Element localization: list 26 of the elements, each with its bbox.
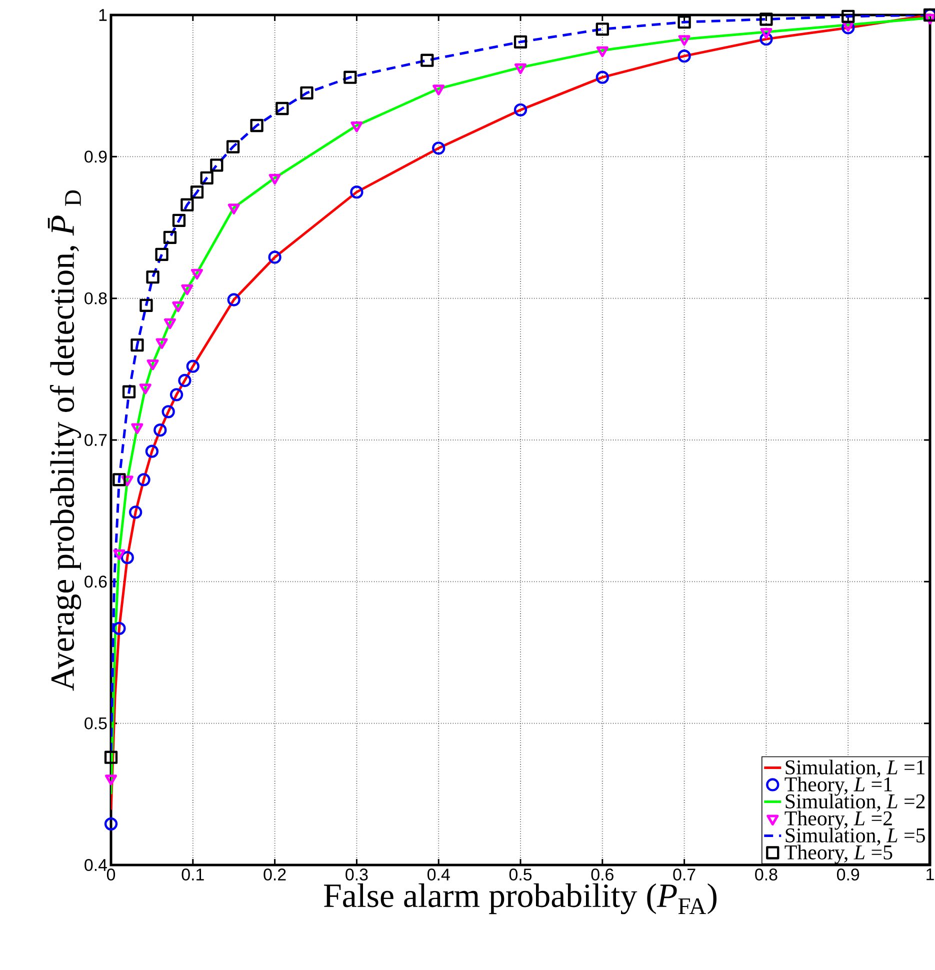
x-tick-label: 1 [926,868,934,880]
x-tick-label: 0.4 [427,868,450,881]
x-axis-title: False alarm probability (P$_{FA}$) [324,883,716,914]
y-tick-label: 0.7 [84,434,107,446]
y-axis-title: Average probability of detection, P̄$_{D}$ [48,190,82,691]
y-tick-label: 0.9 [84,150,107,163]
x-tick-label: 0.9 [836,868,860,881]
legend-label: Theory, L =2 [784,810,892,830]
x-tick-label: 0.5 [509,868,532,881]
x-tick-label: 0.7 [673,868,696,881]
x-tick-label: 0.8 [755,868,778,881]
y-tick-label: 0.8 [84,292,107,304]
x-tick-label: 0.1 [182,868,204,881]
legend-label: Theory, L =5 [784,844,892,864]
y-tick-label: 0.6 [84,576,107,588]
x-tick-label: 0.6 [591,868,614,881]
legend-label: Theory, L =1 [784,776,892,796]
y-tick-label: 0.5 [84,717,107,730]
legend-label: Simulation, L =2 [786,794,925,812]
y-tick-label: 0.4 [84,859,107,871]
y-tick-label: 1 [99,9,107,21]
x-tick-label: 0.2 [264,868,286,881]
legend-label: Simulation, L =1 [786,760,925,778]
legend-label: Simulation, L =5 [786,828,925,846]
x-tick-label: 0 [106,868,116,881]
x-tick-label: 0.3 [346,868,368,881]
